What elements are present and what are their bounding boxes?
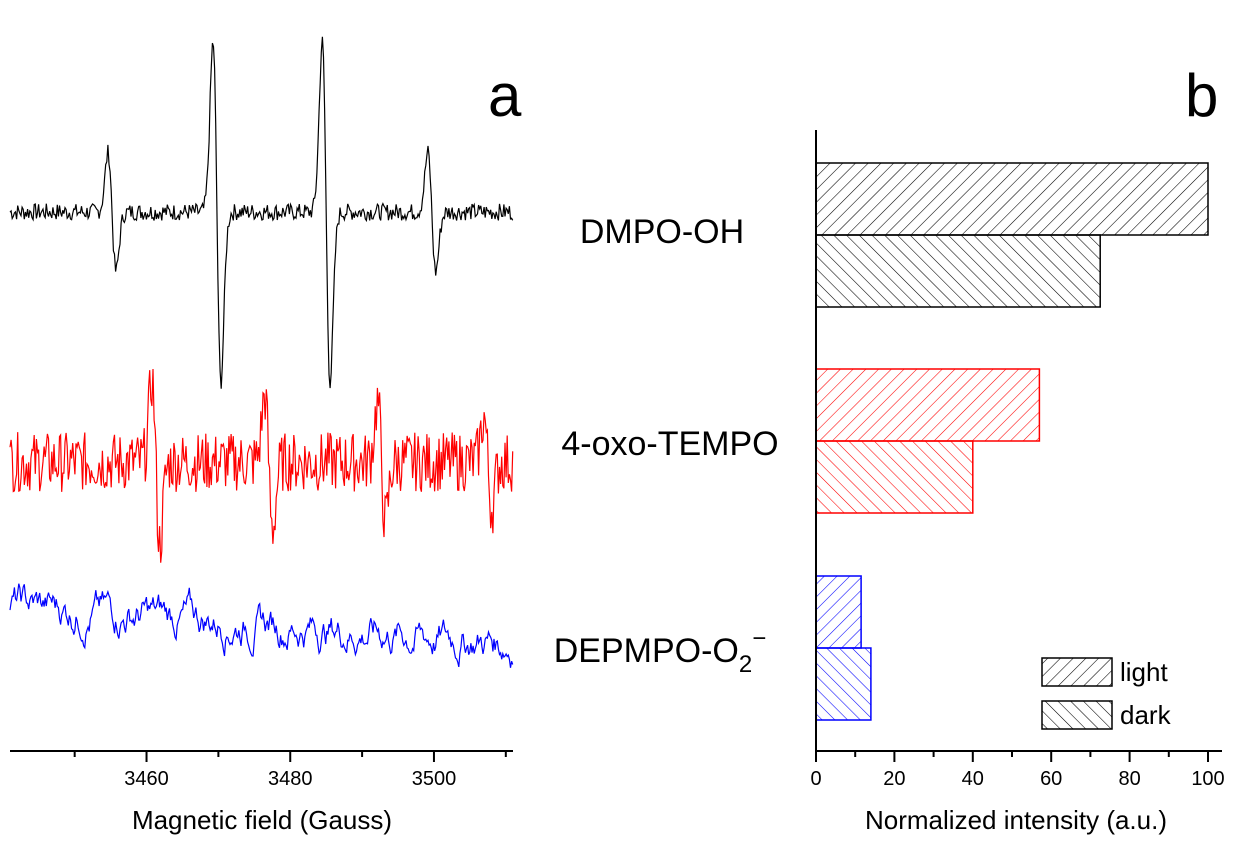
bar-dark xyxy=(815,647,872,721)
x-tick-label: 40 xyxy=(962,768,984,790)
intensity-bar-panel: b 0 20 40 60 80 100 Normalized intensity (a.u… xyxy=(554,62,1225,835)
legend-label-light: light xyxy=(1120,657,1168,687)
x-axis-ticks: 3460 3480 3500 xyxy=(73,751,507,790)
bar-light xyxy=(815,368,1041,442)
panel-a-label: a xyxy=(488,62,522,129)
category-label: 4-oxo-TEMPO xyxy=(561,425,778,463)
bar-light xyxy=(815,162,1209,236)
x-tick-label: 20 xyxy=(883,768,905,790)
x-axis-title: Magnetic field (Gauss) xyxy=(132,805,392,835)
epr-traces xyxy=(9,36,514,668)
epr-trace xyxy=(9,36,514,389)
x-tick-label: 60 xyxy=(1040,768,1062,790)
category-label: DEPMPO-O2− xyxy=(554,625,767,678)
x-tick-label: 100 xyxy=(1191,768,1224,790)
legend-swatch-dark xyxy=(1041,700,1113,730)
x-tick-label: 80 xyxy=(1118,768,1140,790)
bar-dark xyxy=(815,234,1101,308)
category-label: DMPO-OH xyxy=(580,213,744,251)
x-axis-title: Normalized intensity (a.u.) xyxy=(865,805,1167,835)
x-tick-label: 0 xyxy=(810,768,821,790)
x-tick-label: 3460 xyxy=(124,768,169,790)
bar-dark xyxy=(815,440,974,514)
panel-b-label: b xyxy=(1185,62,1218,129)
bars xyxy=(815,162,1209,721)
legend-label-dark: dark xyxy=(1120,700,1172,730)
x-tick-label: 3500 xyxy=(412,768,457,790)
epr-spectra-panel: a 3460 3480 3500 Magnetic field (Gauss) xyxy=(9,36,522,835)
legend: light dark xyxy=(1041,657,1172,730)
x-axis-ticks: 0 20 40 60 80 100 xyxy=(810,751,1225,790)
x-tick-label: 3480 xyxy=(268,768,313,790)
legend-swatch-light xyxy=(1041,657,1113,687)
category-label-subscript: 2 xyxy=(739,651,752,678)
category-label-superscript: − xyxy=(752,625,766,652)
epr-trace xyxy=(9,368,514,563)
category-label-main: DEPMPO-O xyxy=(554,632,739,670)
bar-light xyxy=(815,575,862,649)
epr-trace xyxy=(9,583,514,668)
